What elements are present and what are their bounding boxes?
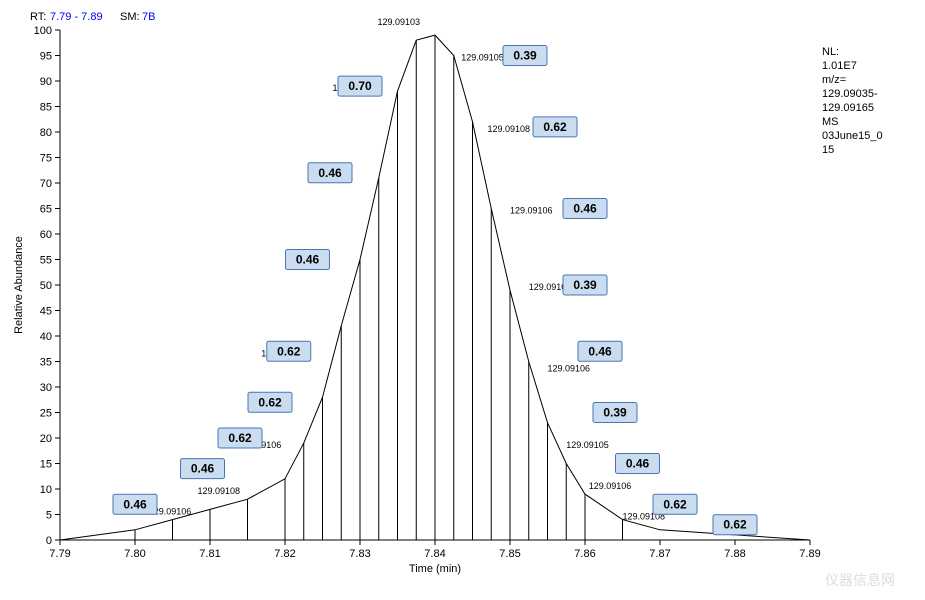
x-tick-label: 7.85: [499, 548, 520, 560]
sm-value: 7B: [142, 11, 155, 23]
rt-label: RT:: [30, 11, 46, 23]
x-tick-label: 7.86: [574, 548, 595, 560]
y-tick-label: 35: [40, 357, 52, 369]
y-tick-label: 5: [46, 510, 52, 522]
ppm-value: 0.46: [626, 457, 650, 471]
y-tick-label: 0: [46, 535, 52, 547]
y-tick-label: 70: [40, 178, 52, 190]
x-tick-label: 7.81: [199, 548, 220, 560]
x-axis-label: Time (min): [409, 563, 461, 575]
side-info-line: 03June15_0: [822, 130, 883, 142]
y-tick-label: 25: [40, 408, 52, 420]
y-tick-label: 100: [34, 25, 52, 37]
x-tick-label: 7.79: [49, 548, 70, 560]
rt-value: 7.79 - 7.89: [50, 11, 103, 23]
ppm-value: 0.46: [191, 462, 215, 476]
y-axis-label: Relative Abundance: [13, 236, 25, 334]
ppm-value: 0.62: [663, 497, 687, 511]
y-tick-label: 90: [40, 76, 52, 88]
ppm-value: 0.62: [543, 120, 567, 134]
y-tick-label: 45: [40, 306, 52, 318]
ppm-value: 0.62: [277, 344, 301, 358]
chromatogram-chart: 7.79 7.80 7.81 7.82 7.83 7.84 7.85 7.86 7.87 7.88…: [0, 0, 925, 600]
y-tick-label: 30: [40, 382, 52, 394]
y-tick-label: 95: [40, 51, 52, 63]
mz-label: 129.09106: [548, 364, 591, 374]
ppm-value: 0.46: [123, 497, 147, 511]
side-info-line: 1.01E7: [822, 60, 857, 72]
side-info-line: 15: [822, 144, 834, 156]
side-info-line: MS: [822, 116, 839, 128]
y-tick-label: 60: [40, 229, 52, 241]
ppm-value: 0.62: [723, 518, 747, 532]
x-tick-label: 7.87: [649, 548, 670, 560]
y-tick-label: 15: [40, 459, 52, 471]
side-info-line: 129.09035-: [822, 88, 878, 100]
x-tick-label: 7.83: [349, 548, 370, 560]
ppm-value: 0.70: [348, 79, 372, 93]
side-info-line: m/z=: [822, 74, 846, 86]
x-tick-label: 7.89: [799, 548, 820, 560]
mz-label: 129.09108: [488, 124, 531, 134]
mz-label: 129.09105: [566, 440, 609, 450]
y-tick-label: 65: [40, 204, 52, 216]
mz-label: 129.09108: [197, 486, 240, 496]
y-tick-label: 80: [40, 127, 52, 139]
y-tick-label: 75: [40, 153, 52, 165]
y-tick-label: 55: [40, 255, 52, 267]
x-tick-label: 7.84: [424, 548, 445, 560]
watermark: 仪器信息网: [825, 572, 895, 588]
ppm-value: 0.62: [258, 395, 282, 409]
y-tick-label: 85: [40, 102, 52, 114]
y-tick-label: 40: [40, 331, 52, 343]
ppm-value: 0.46: [318, 166, 342, 180]
side-info-line: NL:: [822, 46, 839, 58]
ppm-value: 0.39: [573, 278, 597, 292]
chart-container: 7.79 7.80 7.81 7.82 7.83 7.84 7.85 7.86 7.87 7.88…: [0, 0, 925, 600]
y-tick-label: 20: [40, 433, 52, 445]
mz-label: 129.09106: [589, 481, 632, 491]
x-tick-label: 7.82: [274, 548, 295, 560]
mz-label: 129.09106: [510, 206, 553, 216]
sm-label: SM:: [120, 11, 140, 23]
ppm-value: 0.46: [573, 202, 597, 216]
ppm-value: 0.39: [603, 406, 627, 420]
ppm-value: 0.39: [513, 49, 537, 63]
ppm-value: 0.46: [588, 344, 612, 358]
x-tick-label: 7.80: [124, 548, 145, 560]
y-tick-label: 10: [40, 484, 52, 496]
ppm-value: 0.62: [228, 431, 252, 445]
mz-label: 129.09103: [377, 17, 420, 27]
ppm-value: 0.46: [296, 253, 320, 267]
y-tick-label: 50: [40, 280, 52, 292]
mz-label: 129.09105: [461, 53, 504, 63]
side-info-line: 129.09165: [822, 102, 874, 114]
x-tick-label: 7.88: [724, 548, 745, 560]
